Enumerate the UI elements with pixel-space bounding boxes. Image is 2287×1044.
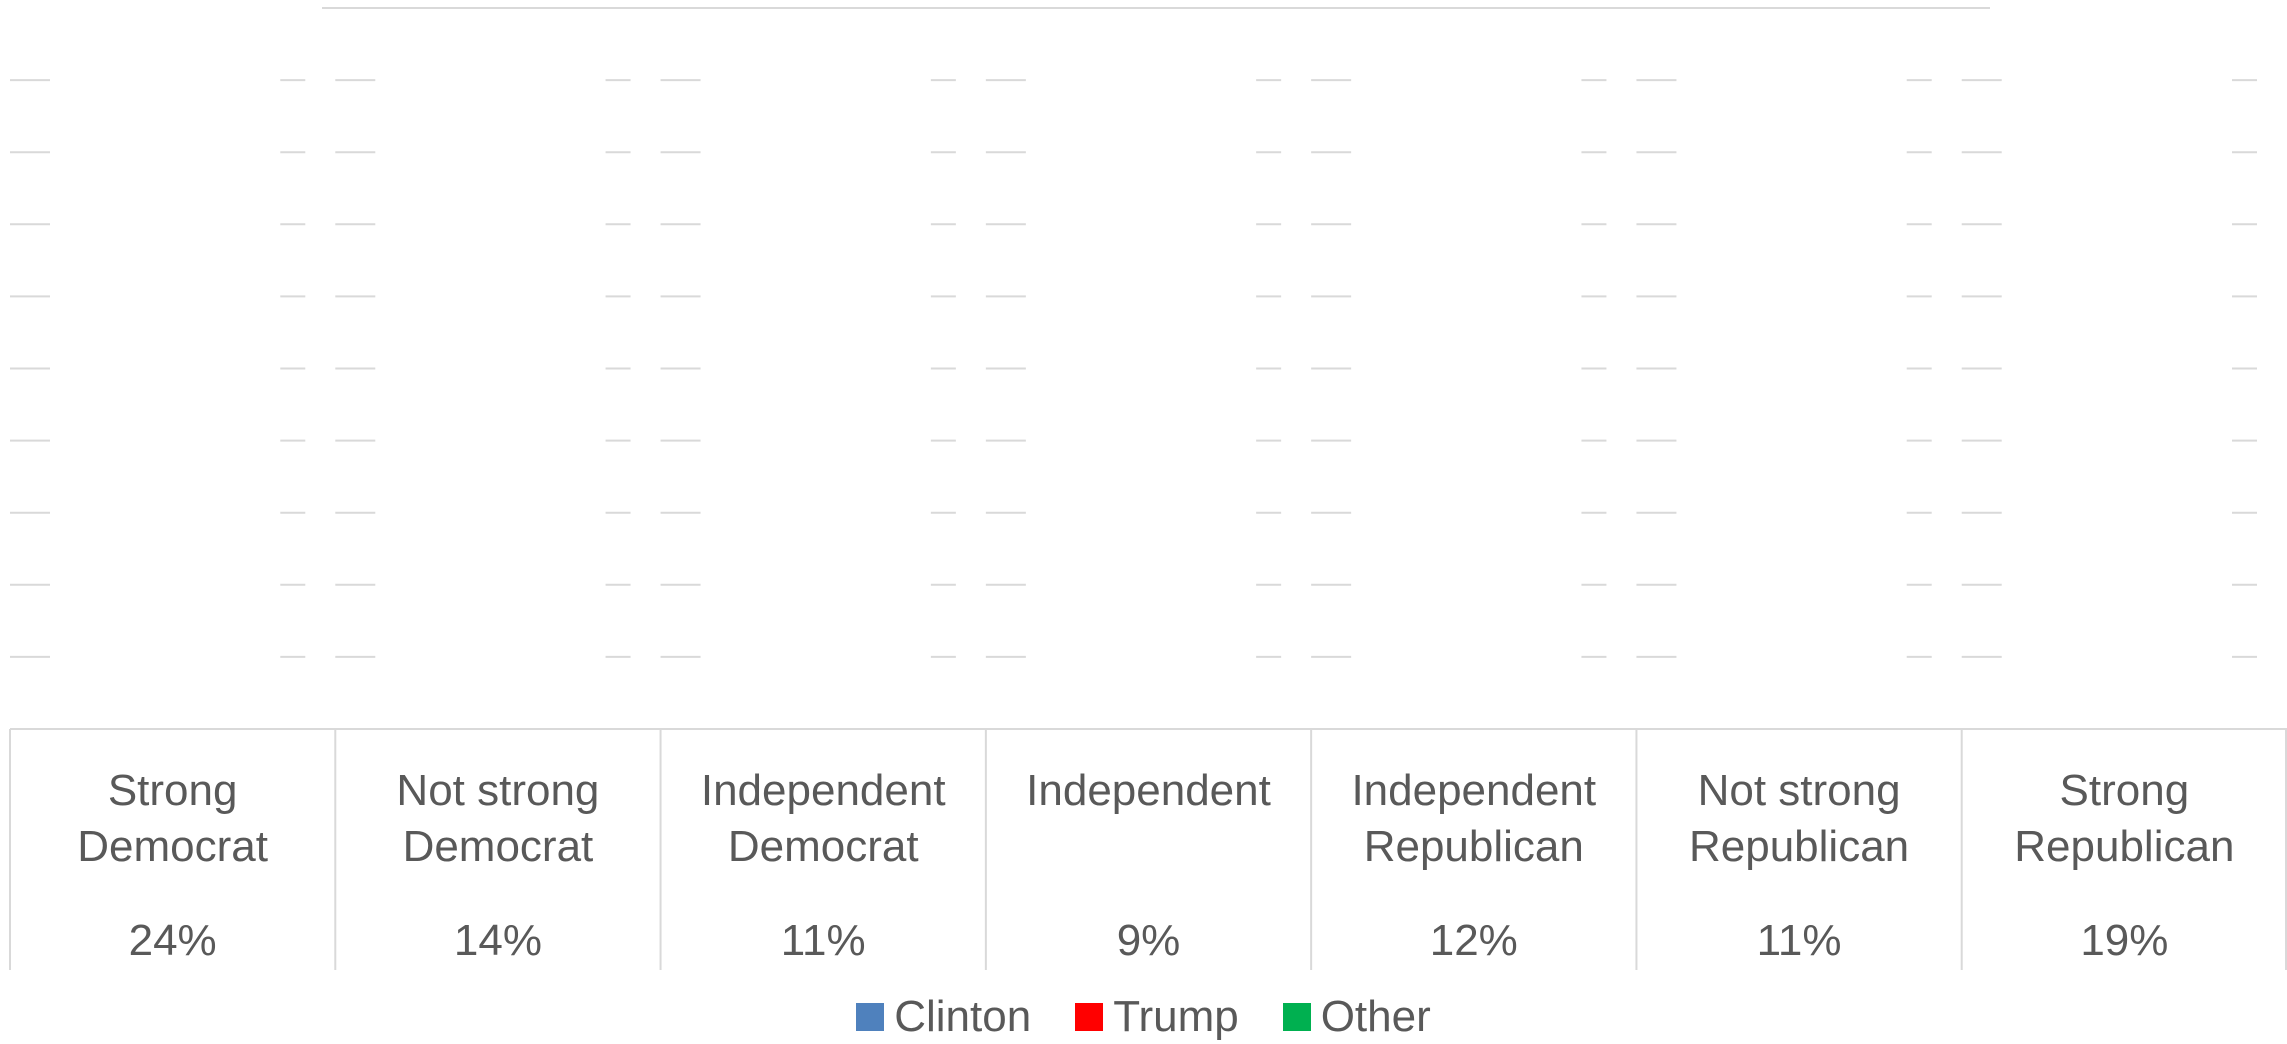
legend: Clinton Trump Other <box>0 990 2287 1044</box>
legend-item-other: Other <box>1282 992 1431 1042</box>
share-label: 12% <box>1430 916 1518 965</box>
share-label: 11% <box>1757 916 1842 965</box>
category-label: Democrat <box>728 822 919 871</box>
category-label: Not strong <box>1698 766 1901 815</box>
category-label: Not strong <box>396 766 599 815</box>
share-label: 14% <box>454 916 542 965</box>
category-labels: Strong Democrat 24% Not strong Democrat 14% In… <box>77 766 2234 965</box>
share-label: 9% <box>1117 916 1181 965</box>
legend-label-other: Other <box>1320 992 1431 1041</box>
legend-swatch-trump <box>1075 1003 1104 1031</box>
legend-label-clinton: Clinton <box>894 992 1032 1041</box>
chart: Strong Democrat 24% Not strong Democrat 14% In… <box>9 7 2287 970</box>
category-label: Democrat <box>77 822 268 871</box>
share-label: 19% <box>2080 916 2168 965</box>
legend-item-clinton: Clinton <box>856 992 1031 1042</box>
category-label: Strong <box>2060 766 2190 815</box>
share-label: 24% <box>129 916 217 965</box>
category-label: Republican <box>1364 822 1584 871</box>
legend-swatch-other <box>1282 1003 1311 1031</box>
category-label: Independent <box>1026 766 1271 815</box>
gridlines <box>10 7 2257 730</box>
category-label: Independent <box>701 766 946 815</box>
legend-label-trump: Trump <box>1113 992 1239 1041</box>
category-label: Republican <box>2014 822 2234 871</box>
legend-item-trump: Trump <box>1075 992 1239 1042</box>
share-label: 11% <box>781 916 866 965</box>
category-label: Strong <box>108 766 238 815</box>
category-label: Republican <box>1689 822 1909 871</box>
category-table <box>9 728 2287 970</box>
category-label: Democrat <box>403 822 594 871</box>
legend-swatch-clinton <box>856 1003 885 1031</box>
category-label: Independent <box>1351 766 1596 815</box>
